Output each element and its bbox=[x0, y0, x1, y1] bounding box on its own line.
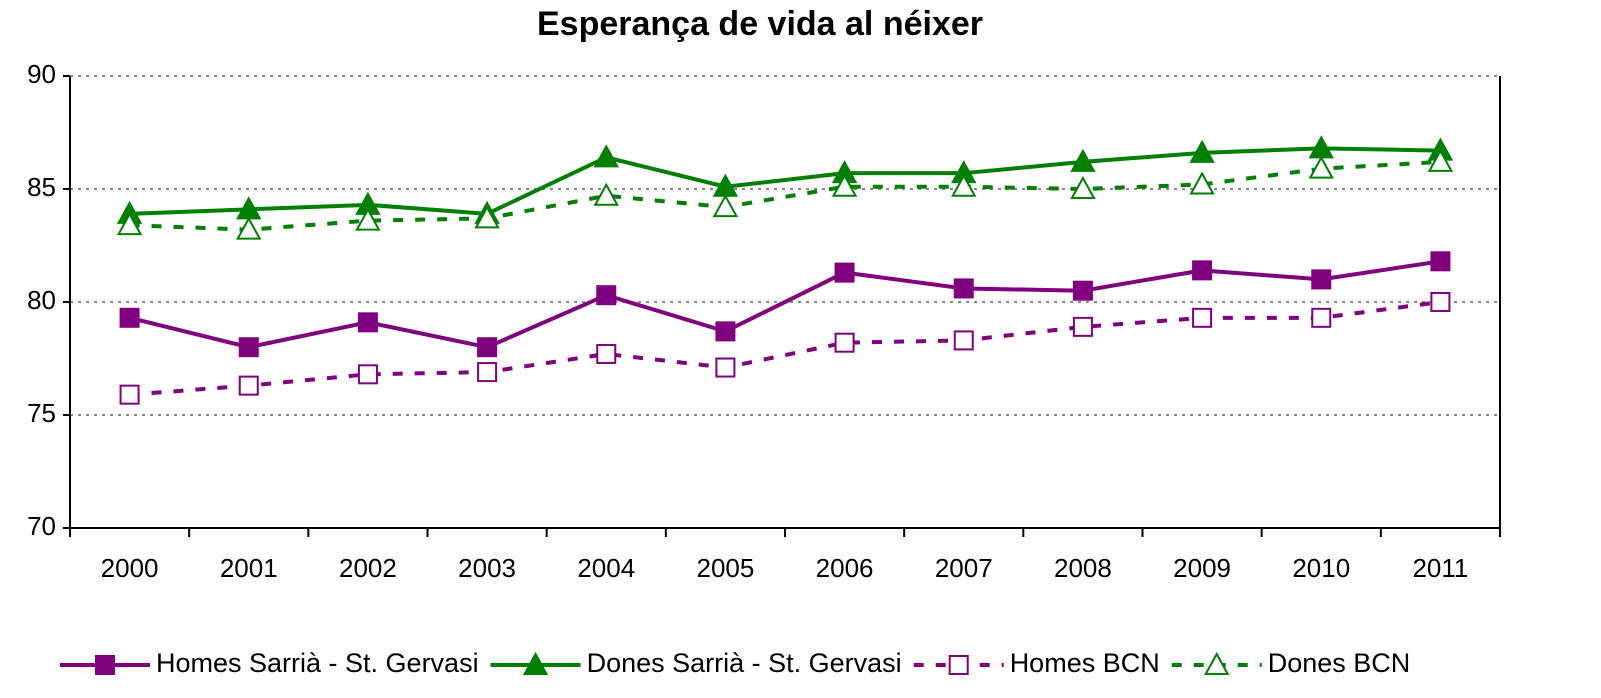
data-point bbox=[596, 343, 617, 364]
legend-marker bbox=[1204, 651, 1230, 675]
x-tick-label: 2000 bbox=[101, 553, 159, 583]
x-tick-label: 2006 bbox=[816, 553, 874, 583]
x-tick-label: 2003 bbox=[458, 553, 516, 583]
x-tick-label: 2008 bbox=[1054, 553, 1112, 583]
data-point bbox=[715, 357, 736, 378]
x-tick-label: 2001 bbox=[220, 553, 278, 583]
data-point bbox=[1308, 155, 1334, 179]
data-point bbox=[1311, 307, 1332, 328]
data-point bbox=[1072, 316, 1093, 337]
data-point bbox=[834, 262, 855, 283]
y-tick-label: 75 bbox=[27, 398, 56, 428]
data-point bbox=[474, 205, 500, 229]
legend-label: Homes BCN bbox=[1010, 648, 1160, 678]
data-point bbox=[1070, 148, 1096, 172]
data-point bbox=[119, 307, 140, 328]
data-point bbox=[1427, 148, 1454, 172]
series-line bbox=[129, 146, 1441, 216]
data-point bbox=[953, 278, 974, 299]
x-tick-label: 2002 bbox=[339, 553, 397, 583]
data-point bbox=[119, 384, 140, 405]
data-point bbox=[831, 173, 858, 197]
legend-marker bbox=[95, 655, 115, 675]
data-point bbox=[1430, 251, 1451, 272]
data-point bbox=[1070, 175, 1096, 199]
data-point bbox=[1189, 139, 1215, 163]
data-point bbox=[238, 375, 259, 396]
x-tick-label: 2007 bbox=[935, 553, 993, 583]
data-point bbox=[1430, 292, 1451, 312]
y-tick-label: 70 bbox=[27, 511, 56, 541]
series-line bbox=[129, 259, 1441, 350]
chart-title: Esperança de vida al néixer bbox=[537, 5, 983, 43]
data-point bbox=[1192, 307, 1213, 328]
legend-marker bbox=[522, 651, 549, 675]
x-tick-label: 2011 bbox=[1412, 553, 1468, 583]
data-point bbox=[953, 330, 974, 351]
data-point bbox=[593, 182, 619, 206]
y-tick-label: 90 bbox=[27, 59, 56, 89]
y-tick-label: 80 bbox=[27, 285, 56, 315]
data-point bbox=[1189, 171, 1215, 195]
legend-label: Dones BCN bbox=[1268, 648, 1411, 678]
data-point bbox=[596, 285, 617, 306]
data-point bbox=[477, 337, 498, 358]
x-tick-label: 2010 bbox=[1292, 553, 1350, 583]
legend-marker bbox=[948, 655, 969, 675]
data-point bbox=[357, 312, 378, 333]
legend-label: Dones Sarrià - St. Gervasi bbox=[587, 648, 902, 678]
data-point bbox=[715, 321, 736, 342]
data-point bbox=[834, 332, 855, 353]
x-tick-label: 2009 bbox=[1173, 553, 1231, 583]
data-point bbox=[593, 144, 619, 168]
series-line bbox=[129, 159, 1441, 232]
data-point bbox=[355, 207, 381, 231]
data-point bbox=[951, 173, 977, 197]
data-point bbox=[477, 362, 498, 383]
x-tick-label: 2004 bbox=[577, 553, 635, 583]
series-line bbox=[129, 300, 1441, 397]
data-point bbox=[1192, 260, 1213, 281]
data-point bbox=[116, 212, 143, 236]
legend-label: Homes Sarrià - St. Gervasi bbox=[156, 648, 479, 678]
data-point bbox=[236, 216, 262, 240]
data-point bbox=[1072, 280, 1093, 301]
data-point bbox=[357, 364, 378, 385]
data-point bbox=[1311, 269, 1332, 290]
data-point bbox=[712, 194, 739, 218]
data-point bbox=[238, 337, 259, 358]
x-tick-label: 2005 bbox=[696, 553, 754, 583]
y-tick-label: 85 bbox=[27, 172, 56, 202]
